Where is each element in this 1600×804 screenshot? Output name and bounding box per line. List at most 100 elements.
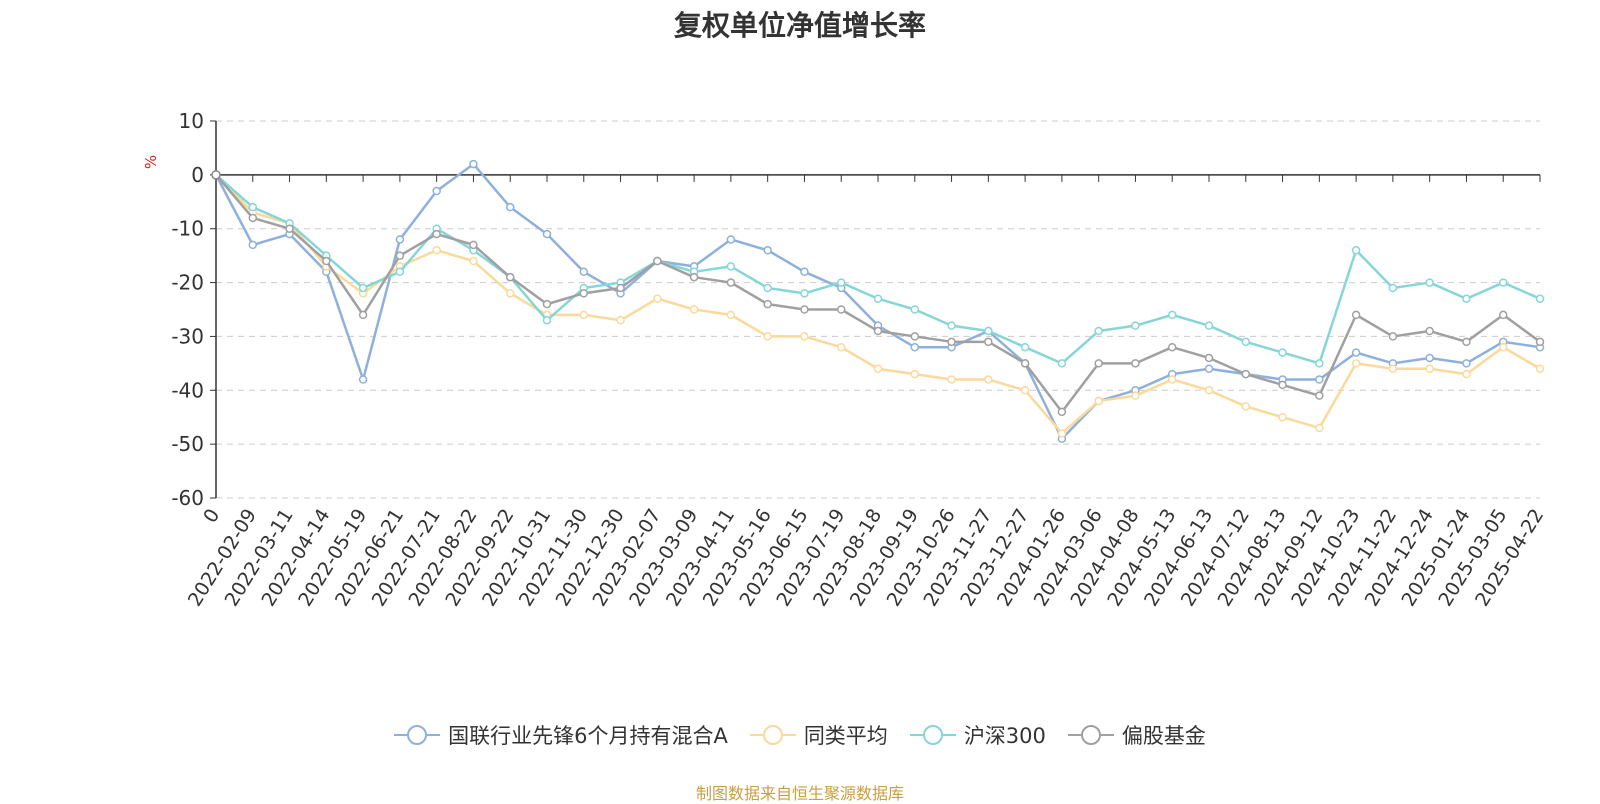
legend-item-peer-average[interactable]: 同类平均 (749, 720, 888, 750)
series-2-point (1351, 246, 1361, 255)
series-3-point (1167, 342, 1177, 352)
series-3-point (1388, 332, 1398, 341)
series-3-point (1351, 310, 1361, 320)
series-1-point (1388, 364, 1398, 373)
legend-marker-peer-average (749, 725, 796, 745)
series-2-point (836, 278, 846, 287)
series-0-point (358, 375, 368, 384)
series-0-point (800, 267, 809, 277)
series-1-point (836, 342, 846, 352)
series-1-point (873, 364, 883, 373)
series-1-point (1498, 342, 1508, 352)
series-1-point (469, 256, 478, 266)
series-3-point (616, 283, 625, 293)
series-1-point (1094, 396, 1103, 406)
series-1-point (505, 289, 515, 298)
series-1-point (1131, 391, 1140, 400)
series-0-point (763, 246, 772, 255)
series-2-point (1388, 283, 1398, 293)
legend-marker-equity-funds (1067, 725, 1114, 745)
series-3-point (505, 272, 515, 282)
series-1-point (1462, 369, 1471, 379)
series-2-point (1462, 294, 1471, 303)
series-2-point (1057, 359, 1067, 368)
series-3-point (395, 251, 405, 260)
legend-item-fund[interactable]: 国联行业先锋6个月持有混合A (394, 720, 728, 750)
series-2-point (1315, 359, 1324, 368)
series-3-point (763, 299, 772, 309)
series-3-point (836, 305, 846, 314)
series-0-point (542, 229, 552, 239)
series-2-point (248, 202, 258, 212)
series-0-point (1425, 353, 1434, 363)
series-1-point (1204, 386, 1214, 395)
series-0-point (1204, 364, 1214, 373)
series-2-point (1131, 321, 1140, 330)
y-axis-label: % (142, 155, 160, 169)
legend-label-equity-funds: 偏股基金 (1121, 724, 1206, 748)
series-3-point (432, 229, 441, 239)
series-1-point (616, 316, 625, 325)
series-1-point (653, 294, 662, 303)
series-3-point (358, 310, 368, 320)
series-2-point (1241, 337, 1251, 347)
line-chart: 100-10-20-30-40-50-60%02022-02-092022-03… (142, 109, 1548, 610)
series-1-point (763, 332, 772, 341)
series-3-point (984, 337, 993, 347)
series-1-point (947, 375, 956, 384)
series-line-1 (215, 173, 1541, 435)
series-2-point (1204, 321, 1214, 330)
series-1-point (1535, 364, 1545, 373)
series-1-point (1425, 364, 1434, 373)
series-0-point (579, 267, 589, 277)
series-2-point (910, 305, 920, 314)
series-1-point (1241, 402, 1251, 411)
series-3-point (1057, 407, 1067, 417)
y-tick-label: -40 (171, 378, 204, 402)
series-3-point (285, 224, 294, 233)
legend-label-fund: 国联行业先锋6个月持有混合A (448, 724, 728, 748)
series-3-point (689, 272, 699, 282)
x-tick-label: 0 (199, 505, 224, 527)
series-2-point (542, 316, 552, 325)
series-2-point (358, 283, 368, 293)
y-tick-label: 10 (179, 109, 204, 133)
series-1-point (910, 369, 920, 379)
series-0-point (910, 342, 920, 352)
legend-marker-csi300 (909, 725, 956, 745)
legend-label-peer-average: 同类平均 (803, 724, 888, 748)
series-3-point (579, 289, 589, 298)
series-1-point (984, 375, 993, 384)
series-3-point (1020, 359, 1030, 368)
legend-item-csi300[interactable]: 沪深300 (909, 720, 1046, 750)
series-2-point (1278, 348, 1287, 357)
series-2-point (763, 283, 772, 293)
series-0-point (1351, 348, 1361, 357)
series-3-point (800, 305, 809, 314)
series-3-point (653, 256, 662, 266)
series-1-point (1020, 386, 1030, 395)
legend-marker-fund (394, 725, 441, 745)
series-2-point (1535, 294, 1545, 303)
series-2-point (800, 289, 809, 298)
legend-item-equity-funds[interactable]: 偏股基金 (1067, 720, 1206, 750)
series-0-point (1462, 359, 1471, 368)
series-1-point (1278, 412, 1287, 422)
series-0-point (395, 235, 405, 244)
series-3-point (542, 299, 552, 309)
series-3-point (1094, 359, 1103, 368)
series-3-point (1425, 326, 1434, 336)
series-2-point (947, 321, 956, 330)
origin-point (211, 170, 221, 180)
legend: 国联行业先锋6个月持有混合A 同类平均 沪深300 偏股基金 (0, 720, 1600, 750)
series-2-point (1094, 326, 1103, 336)
series-3-point (1535, 337, 1545, 347)
series-2-point (1167, 310, 1177, 320)
series-0-point (505, 202, 515, 212)
series-3-point (1498, 310, 1508, 320)
series-0-point (469, 159, 478, 169)
series-1-point (800, 332, 809, 341)
y-tick-label: -10 (171, 217, 204, 241)
series-1-point (432, 246, 441, 255)
series-3-point (248, 213, 258, 223)
